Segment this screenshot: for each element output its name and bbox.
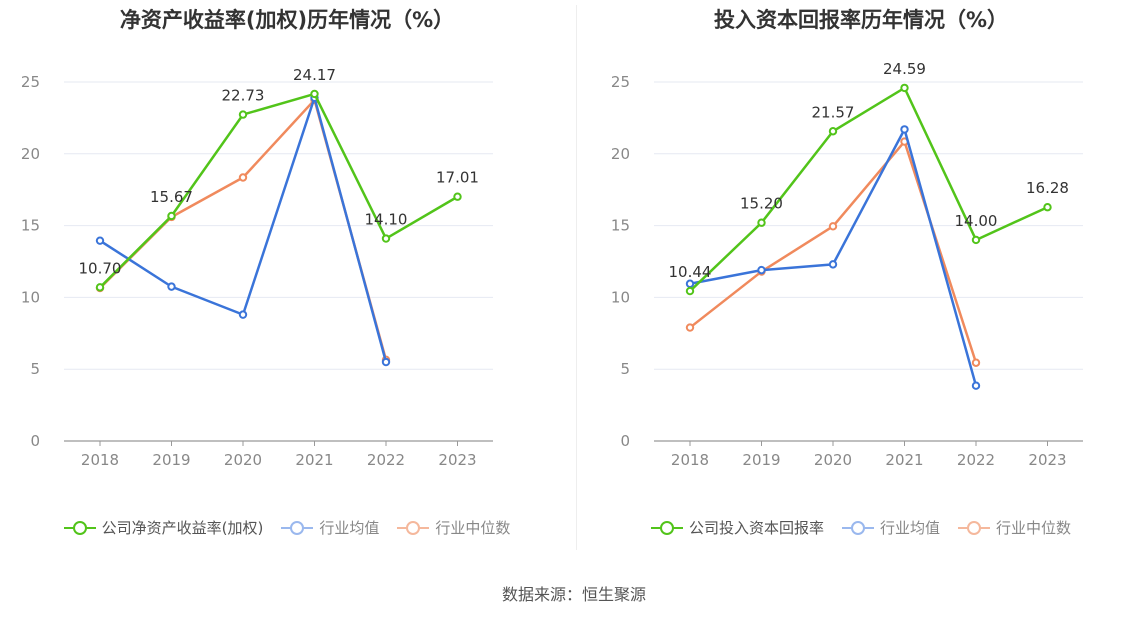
data-label: 21.57 [812, 103, 855, 121]
data-point-company [381, 234, 391, 243]
data-label: 10.44 [669, 263, 712, 281]
x-tick-label: 2023 [438, 451, 476, 469]
legend-company-marker [63, 520, 96, 535]
data-label: 10.70 [79, 259, 122, 277]
chart-title: 净资产收益率(加权)历年情况（%） [119, 8, 455, 32]
legend-label: 公司投入资本回报率 [688, 519, 824, 537]
data-point-median [971, 358, 981, 367]
data-point-mean [757, 265, 766, 275]
data-label: 14.10 [365, 211, 408, 229]
data-point-company [453, 192, 462, 201]
y-tick-label: 20 [21, 145, 40, 163]
data-point-median [685, 323, 695, 332]
y-tick-label: 20 [611, 145, 630, 163]
y-tick-label: 5 [30, 360, 40, 378]
legend-label: 行业均值 [319, 519, 380, 537]
y-tick-label: 25 [611, 73, 630, 91]
chart-title: 投入资本回报率历年情况（%） [713, 8, 1009, 32]
data-point-company [238, 110, 248, 119]
x-tick-label: 2022 [957, 451, 995, 469]
y-tick-label: 10 [21, 288, 40, 306]
data-point-company [828, 127, 838, 136]
x-tick-label: 2023 [1028, 451, 1066, 469]
legend-median-marker [397, 520, 430, 535]
legend-mean-marker [281, 520, 314, 535]
roic-line-chart: 0 5 10 15 20 25 2018 2019 2020 2021 2022 2023 10.44 1… [611, 60, 1083, 469]
data-label: 14.00 [955, 212, 998, 230]
legend-item-mean[interactable]: 行业均值 [841, 517, 940, 538]
x-tick-label: 2019 [742, 451, 780, 469]
series-line-median [689, 140, 978, 364]
legend-item-median[interactable]: 行业中位数 [958, 517, 1071, 538]
x-tick-label: 2020 [814, 451, 852, 469]
y-tick-label: 5 [620, 360, 630, 378]
legend-item-mean[interactable]: 行业均值 [281, 517, 379, 538]
roe-chart-panel: 净资产收益率(加权)历年情况（%） 0 5 10 15 20 25 2018 2019 2020… [0, 0, 574, 560]
x-tick-label: 2018 [671, 451, 709, 469]
data-point-mean [828, 260, 838, 269]
data-point-median [828, 222, 838, 231]
data-point-company [900, 83, 909, 93]
data-label: 17.01 [436, 169, 479, 187]
legend-label: 行业中位数 [996, 519, 1072, 537]
data-point-company [685, 286, 695, 296]
x-tick-label: 2021 [295, 451, 333, 469]
data-point-mean [900, 125, 909, 134]
data-point-company [167, 211, 176, 221]
chart-legend: 公司投入资本回报率 行业均值 行业中位数 [574, 517, 1148, 538]
data-point-company [971, 235, 981, 245]
series-line-company [689, 86, 1049, 292]
legend-median-marker [958, 520, 990, 535]
data-label: 15.67 [150, 188, 193, 206]
series-line-company [99, 92, 459, 289]
data-point-mean [95, 236, 105, 245]
panel-divider [576, 5, 577, 550]
y-tick-label: 0 [30, 432, 40, 450]
data-point-mean [238, 310, 248, 319]
data-point-mean [167, 282, 176, 291]
data-point-mean [685, 279, 695, 288]
data-label: 15.20 [740, 195, 783, 213]
legend-label: 行业中位数 [435, 519, 511, 537]
y-tick-label: 25 [21, 73, 40, 91]
data-point-company [95, 283, 105, 292]
x-tick-label: 2021 [885, 451, 923, 469]
data-point-mean [381, 357, 391, 367]
data-point-company [1043, 203, 1052, 212]
legend-mean-marker [841, 520, 874, 535]
series-line-mean [689, 128, 978, 387]
roe-line-chart: 0 5 10 15 20 25 2018 2019 2020 2021 2022 2023 10.70 1… [21, 66, 493, 469]
y-tick-label: 0 [620, 432, 630, 450]
legend-label: 行业均值 [879, 519, 940, 537]
data-point-company [310, 89, 319, 99]
legend-company-marker [650, 520, 683, 535]
legend-item-company[interactable]: 公司投入资本回报率 [650, 517, 824, 538]
x-tick-label: 2022 [367, 451, 405, 469]
data-source-note: 数据来源：恒生聚源 [501, 585, 646, 604]
data-point-mean [971, 381, 981, 390]
legend-item-median[interactable]: 行业中位数 [397, 517, 510, 538]
x-tick-label: 2018 [81, 451, 119, 469]
legend-label: 公司净资产收益率(加权) [101, 519, 264, 537]
data-point-median [238, 173, 248, 182]
data-label: 22.73 [222, 87, 265, 105]
x-tick-label: 2020 [224, 451, 262, 469]
legend-item-company[interactable]: 公司净资产收益率(加权) [63, 517, 264, 538]
data-label: 16.28 [1026, 179, 1069, 197]
y-tick-label: 10 [611, 288, 630, 306]
x-tick-label: 2019 [152, 451, 190, 469]
y-tick-label: 15 [611, 217, 630, 235]
data-label: 24.59 [883, 60, 926, 78]
data-label: 24.17 [293, 66, 336, 84]
chart-legend: 公司净资产收益率(加权) 行业均值 行业中位数 [0, 517, 574, 538]
series-line-median [99, 98, 388, 361]
data-point-company [757, 218, 766, 227]
y-tick-label: 15 [21, 217, 40, 235]
roic-chart-panel: 投入资本回报率历年情况（%） 0 5 10 15 20 25 2018 2019 2020 202… [574, 0, 1148, 560]
series-line-mean [99, 96, 388, 363]
